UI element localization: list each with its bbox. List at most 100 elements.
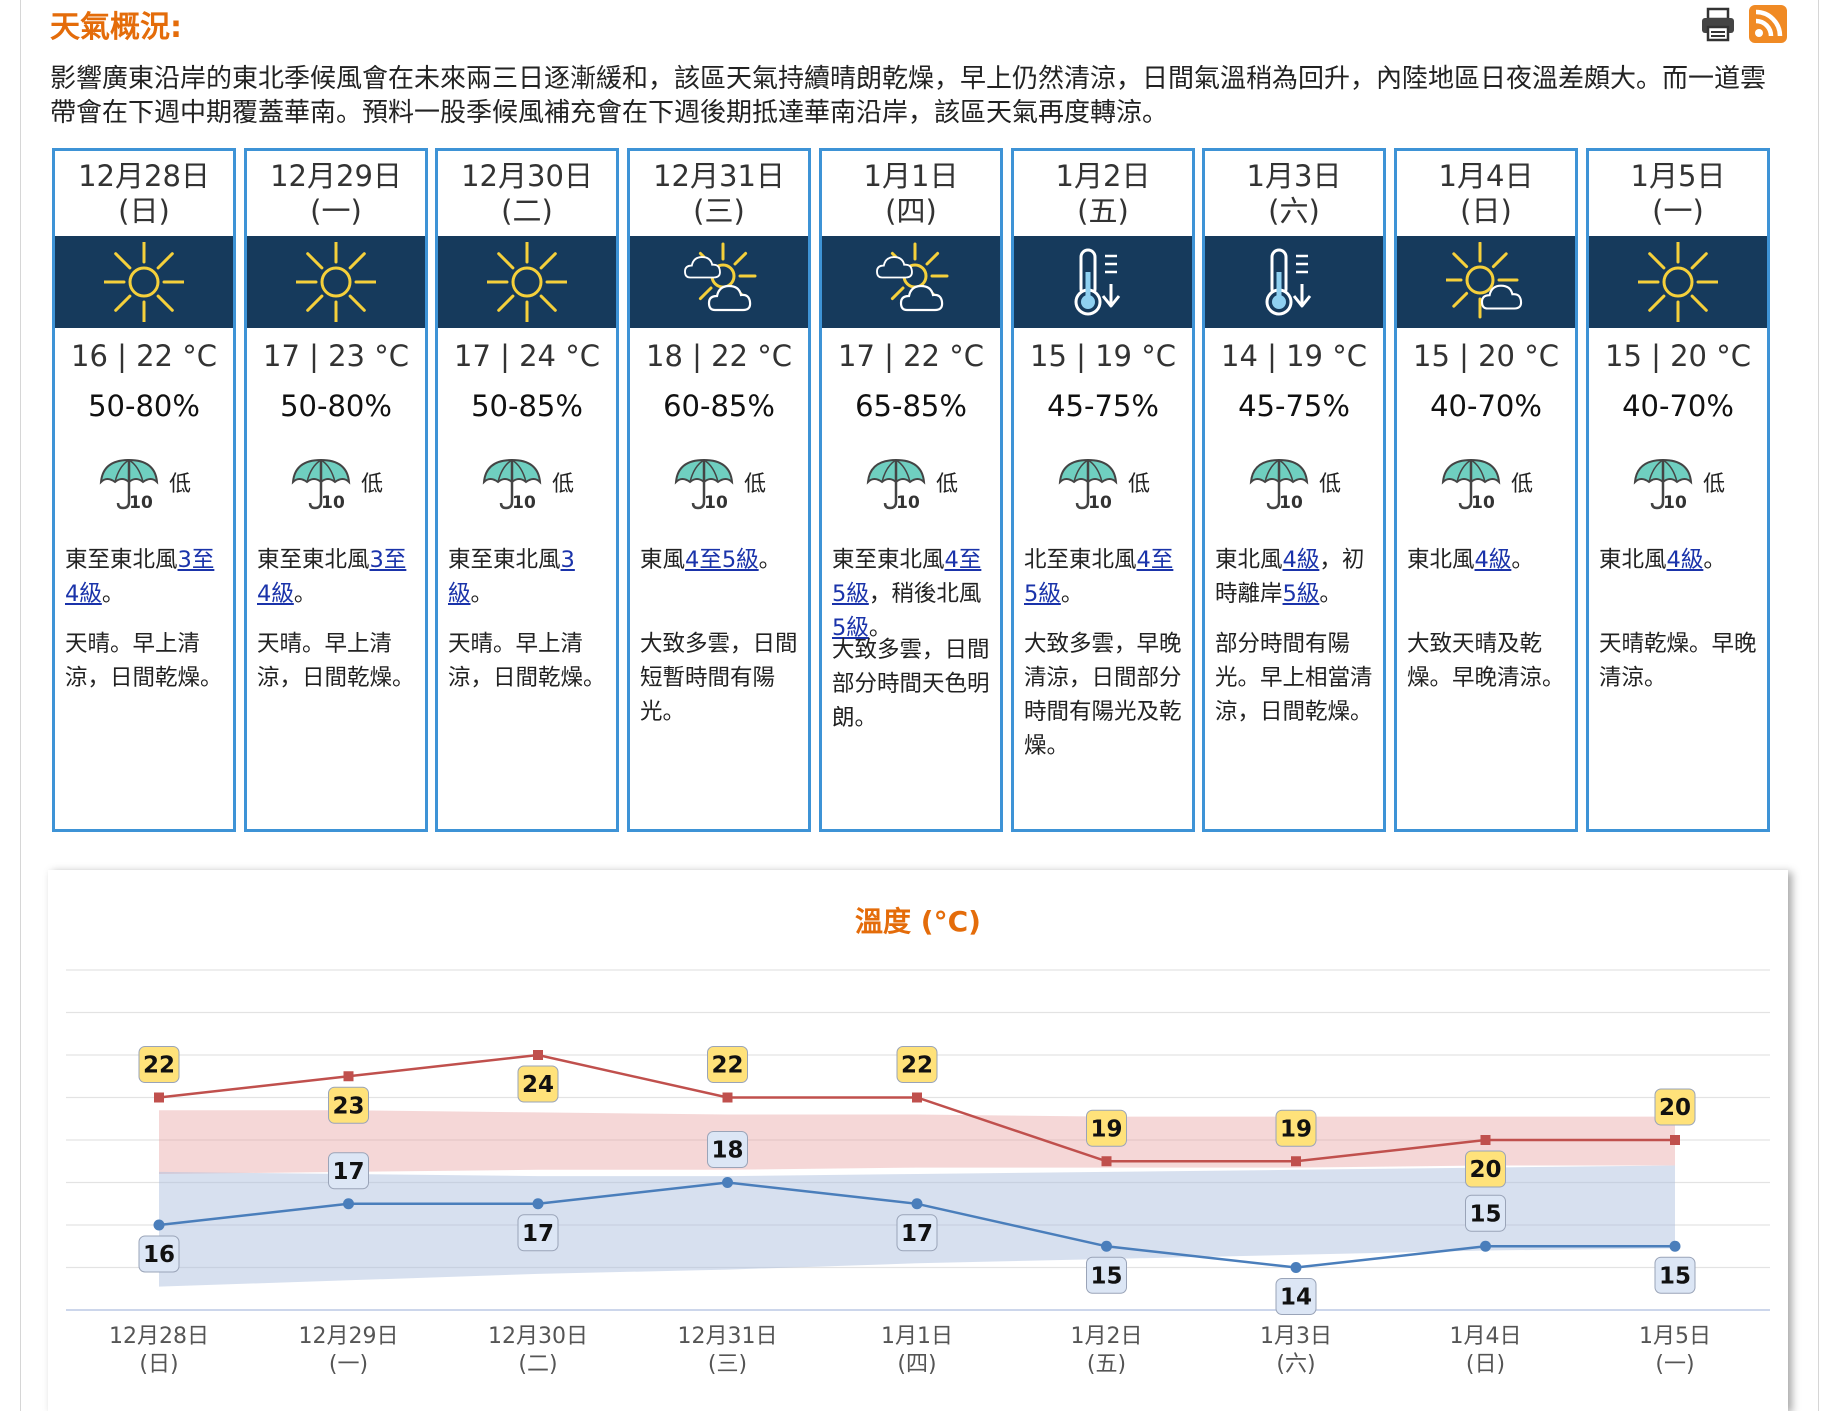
x-tick-sublabel: (日) (139, 1352, 178, 1377)
max-temp-label-box (1086, 1109, 1127, 1147)
wind-force-link[interactable]: 4至5級 (832, 547, 982, 607)
rain-probability-level: 低 (935, 472, 958, 497)
rain-probability: 10 低 (630, 456, 808, 512)
max-temp-label-box (328, 1086, 369, 1124)
wind-text: 東風 (640, 547, 686, 573)
rain-probability: 10 低 (55, 456, 233, 512)
wind-text: ，初時離岸 (1215, 547, 1365, 607)
min-temp-data-label: 14 (1280, 1285, 1312, 1311)
page-border-right (1818, 0, 1819, 1411)
rain-probability-level: 低 (1702, 472, 1725, 497)
wind-text: 東至東北風 (832, 547, 945, 573)
forecast-date: 12月29日 (一) (247, 159, 425, 237)
rain-probability: 10 低 (438, 456, 616, 512)
weekday-label: (四) (885, 194, 937, 228)
min-temp-point[interactable] (1290, 1262, 1302, 1273)
weather-description: 天晴。早上清涼，日間乾燥。 (65, 631, 223, 691)
x-tick-sublabel: (二) (518, 1352, 557, 1377)
min-temp-label-box (517, 1214, 559, 1252)
min-temp-point[interactable] (153, 1219, 165, 1231)
rss-icon[interactable] (1748, 4, 1788, 44)
weather-description: 大致多雲，早晚清涼，日間部分時間有陽光及乾燥。 (1024, 631, 1182, 759)
x-tick-label: 1月2日 (1071, 1324, 1143, 1349)
wind-description: 東至東北風4至5級，稍後北風 5級。 (832, 543, 994, 645)
max-temp-label-box (1654, 1088, 1696, 1126)
x-tick-sublabel: (日) (1466, 1352, 1505, 1377)
date-label: 1月5日 (1630, 159, 1726, 193)
svg-text:10: 10 (321, 493, 345, 512)
min-temp-point[interactable] (343, 1198, 354, 1210)
cool-icon (1265, 248, 1312, 316)
wind-force-link[interactable]: 3級 (448, 547, 575, 607)
min-temp-label-box (896, 1214, 938, 1252)
forecast-card: 12月29日 (一) 17 | 23 °C 50-80% 10 低 東至東北風3… (244, 148, 428, 832)
wind-force-link[interactable]: 3至4級 (65, 547, 215, 607)
date-label: 1月2日 (1055, 159, 1151, 193)
wind-description: 東北風4級，初時離岸5級。 (1215, 543, 1377, 611)
chart-plot: 22 23 24 22 22 19 19 20 20 16 17 17 18 17 15 14 15 15 12月2… (66, 969, 1770, 1377)
forecast-card: 1月5日 (一) 15 | 20 °C 40-70% 10 低 東北風4級。 天… (1586, 148, 1770, 832)
min-temp-point[interactable] (1669, 1240, 1681, 1252)
max-temp-point[interactable] (722, 1092, 733, 1103)
wind-text: 。 (1511, 547, 1534, 573)
min-temp-point[interactable] (1101, 1240, 1112, 1252)
forecast-date: 12月30日 (二) (438, 159, 616, 237)
humidity-range: 50-80% (88, 389, 200, 423)
temperature-range: 18 | 22 °C (646, 339, 792, 373)
wind-force-link[interactable]: 4級 (1666, 547, 1704, 573)
forecast-date: 1月1日 (四) (822, 159, 1000, 237)
x-tick-label: 1月1日 (881, 1324, 953, 1349)
date-label: 12月30日 (461, 159, 593, 193)
wind-force-link[interactable]: 4級 (1474, 547, 1512, 573)
max-temp-point[interactable] (1291, 1156, 1301, 1167)
wind-force-link[interactable]: 5級 (832, 615, 869, 641)
max-temp-point[interactable] (154, 1092, 164, 1103)
max-temp-point[interactable] (343, 1071, 354, 1082)
weather-icon-band (1014, 236, 1192, 328)
max-temp-point[interactable] (912, 1092, 922, 1103)
umbrella-uv-icon: 10 (482, 458, 542, 512)
max-temp-point[interactable] (1670, 1135, 1680, 1145)
weather-icon-band (1205, 236, 1383, 328)
forecast-date: 1月5日 (一) (1589, 159, 1767, 237)
min-temp-point[interactable] (722, 1177, 733, 1188)
print-icon[interactable] (1698, 4, 1738, 44)
max-temp-data-label: 19 (1280, 1116, 1312, 1142)
min-temp-data-label: 18 (711, 1138, 743, 1164)
wind-description: 東至東北風3至4級。 (257, 543, 419, 611)
max-temp-point[interactable] (533, 1050, 543, 1060)
svg-text:10: 10 (512, 493, 536, 512)
humidity-range: 40-70% (1430, 389, 1542, 423)
min-temp-point[interactable] (532, 1198, 544, 1210)
min-temp-label-box (707, 1131, 748, 1168)
forecast-date: 1月3日 (六) (1205, 159, 1383, 237)
min-temp-data-label: 17 (332, 1159, 364, 1185)
weekday-label: (一) (310, 194, 362, 228)
forecast-card: 12月30日 (二) 17 | 24 °C 50-85% 10 低 東至東北風3… (435, 148, 619, 832)
x-tick-sublabel: (三) (708, 1352, 747, 1377)
max-temp-point[interactable] (1480, 1135, 1491, 1145)
max-temp-data-label: 24 (522, 1072, 554, 1098)
wind-force-link[interactable]: 4至5級 (1024, 547, 1174, 607)
x-tick-sublabel: (一) (329, 1352, 368, 1377)
max-temp-data-label: 20 (1659, 1095, 1691, 1121)
wind-description: 東至東北風3至4級。 (65, 543, 227, 611)
wind-text: 。 (101, 581, 125, 607)
forecast-card: 1月4日 (日) 15 | 20 °C 40-70% 10 低 東北風4級。 大… (1394, 148, 1578, 832)
humidity-range: 60-85% (663, 389, 775, 423)
x-tick-sublabel: (六) (1276, 1352, 1315, 1377)
min-temp-point[interactable] (911, 1198, 923, 1210)
wind-force-link[interactable]: 5級 (1282, 581, 1320, 607)
min-temp-point[interactable] (1480, 1240, 1491, 1252)
forecast-cards: 12月28日 (日) 16 | 22 °C 50-80% 10 低 東至東北風3… (52, 148, 1782, 832)
wind-force-link[interactable]: 4級 (1282, 547, 1320, 573)
wind-text: 東北風 (1599, 547, 1667, 573)
temperature-range: 16 | 22 °C (71, 339, 217, 373)
wind-force-link[interactable]: 4至5級 (685, 547, 759, 573)
max-temp-label-box (517, 1065, 559, 1103)
max-temp-point[interactable] (1101, 1156, 1112, 1167)
max-temp-data-label: 23 (332, 1093, 364, 1119)
wind-force-link[interactable]: 3至4級 (257, 547, 407, 607)
humidity-range: 45-75% (1238, 389, 1350, 423)
temperature-range: 15 | 20 °C (1413, 339, 1559, 373)
